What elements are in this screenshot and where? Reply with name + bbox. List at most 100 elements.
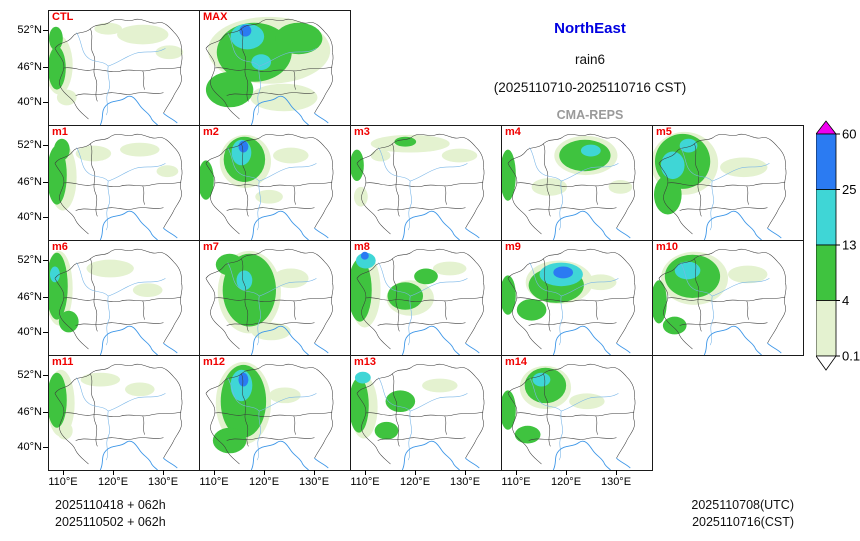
precip-area [269, 387, 301, 404]
map-panel-m5: m5 [652, 125, 804, 241]
y-axis-label: 40°N [17, 326, 42, 338]
variable-title: rain6 [574, 52, 606, 67]
map-canvas-m9 [502, 248, 636, 355]
x-axis-tick [415, 470, 416, 475]
y-axis-label: 46°N [17, 291, 42, 303]
x-axis-label: 130°E [147, 476, 179, 488]
precip-area [351, 258, 372, 322]
map-canvas-m4 [502, 133, 636, 240]
precip-area [679, 138, 698, 153]
precip-area [502, 149, 516, 201]
y-axis-tick [43, 297, 48, 298]
map-canvas-m8 [351, 248, 485, 355]
valid-time-utc: 2025110708(UTC) [691, 498, 794, 512]
map-canvas-m1 [49, 133, 183, 240]
map-canvas-m2 [200, 133, 334, 240]
map-canvas-m6 [49, 248, 183, 355]
x-axis-label: 110°E [48, 476, 78, 488]
precip-area [75, 145, 112, 162]
x-axis-label: 130°E [298, 476, 330, 488]
precip-area [553, 266, 574, 279]
y-axis-tick [43, 260, 48, 261]
panel-label-m14: m14 [505, 356, 528, 368]
map-canvas-m11 [49, 363, 183, 470]
panel-label-m4: m4 [505, 126, 521, 138]
precip-area [120, 142, 160, 157]
precip-area [273, 147, 309, 164]
precip-area [205, 71, 254, 108]
y-axis-tick [43, 217, 48, 218]
colorbar-canvas: 60 25 13 4 0.1 [815, 120, 860, 371]
panel-label-m5: m5 [656, 126, 672, 138]
colorbar-over-arrow [815, 120, 837, 135]
panel-label-m1: m1 [52, 126, 68, 138]
precip-area [230, 23, 265, 50]
valid-period-title: (2025110710-2025110716 CST) [493, 80, 687, 95]
x-axis-label: 110°E [501, 476, 531, 488]
init-time-line1: 2025110418 + 062h [55, 498, 166, 512]
colorbar-level-label: 25 [842, 182, 856, 197]
precip-area [559, 139, 611, 172]
map-panel-m13: m13 [350, 355, 502, 471]
precip-area [275, 22, 323, 55]
y-axis-tick [43, 375, 48, 376]
map-panel-m11: m11 [48, 355, 200, 471]
precip-area [49, 46, 66, 90]
panel-label-m10: m10 [656, 241, 679, 253]
precip-area [394, 136, 417, 147]
precip-area [86, 259, 134, 278]
precip-area [251, 322, 291, 341]
precip-area [215, 253, 244, 276]
precip-area [351, 149, 364, 182]
region-title: NorthEast [554, 20, 626, 37]
precip-area [674, 261, 701, 280]
map-panel-m2: m2 [199, 125, 351, 241]
precip-area [117, 24, 169, 45]
precip-area [387, 282, 424, 310]
map-canvas-m5 [653, 131, 787, 240]
panel-label-m6: m6 [52, 241, 68, 253]
valid-time-cst: 2025110716(CST) [692, 515, 794, 529]
colorbar-level-label: 13 [842, 238, 856, 253]
precip-area [653, 175, 682, 215]
map-canvas-MAX [205, 16, 334, 125]
y-axis-tick [43, 67, 48, 68]
x-axis-label: 110°E [199, 476, 229, 488]
map-panel-m9: m9 [501, 240, 653, 356]
y-axis-tick [43, 102, 48, 103]
map-panel-m6: m6 [48, 240, 200, 356]
precip-area [156, 165, 179, 178]
y-axis-label: 46°N [17, 406, 42, 418]
precip-area [49, 372, 67, 428]
map-canvas-CTL [49, 18, 184, 125]
map-panel-MAX: MAX [199, 10, 351, 126]
precip-area [238, 140, 249, 153]
x-axis-tick [465, 470, 466, 475]
map-panel-m12: m12 [199, 355, 351, 471]
precip-area [516, 298, 547, 321]
x-axis-tick [113, 470, 114, 475]
basemap-outline [205, 133, 334, 240]
x-axis-tick [516, 470, 517, 475]
y-axis-label: 40°N [17, 211, 42, 223]
y-axis-tick [43, 30, 48, 31]
panel-label-CTL: CTL [52, 11, 74, 23]
x-axis-tick [163, 470, 164, 475]
precip-area [532, 372, 551, 387]
panel-label-m3: m3 [354, 126, 370, 138]
map-canvas-m12 [205, 361, 334, 470]
y-axis-label: 40°N [17, 96, 42, 108]
precip-area [238, 372, 249, 387]
colorbar-seg-pale [815, 300, 837, 357]
x-axis-tick [566, 470, 567, 475]
precip-area [502, 275, 516, 315]
precip-area [374, 421, 399, 440]
precip-area [56, 421, 73, 440]
init-time-footer: 2025110418 + 062h 2025110502 + 062h [55, 497, 166, 531]
x-axis-label: 120°E [248, 476, 280, 488]
x-axis-tick [264, 470, 265, 475]
map-panel-CTL: CTL [48, 10, 200, 126]
precip-area [502, 390, 516, 430]
precip-area [200, 160, 214, 200]
map-canvas-m14 [502, 363, 636, 470]
